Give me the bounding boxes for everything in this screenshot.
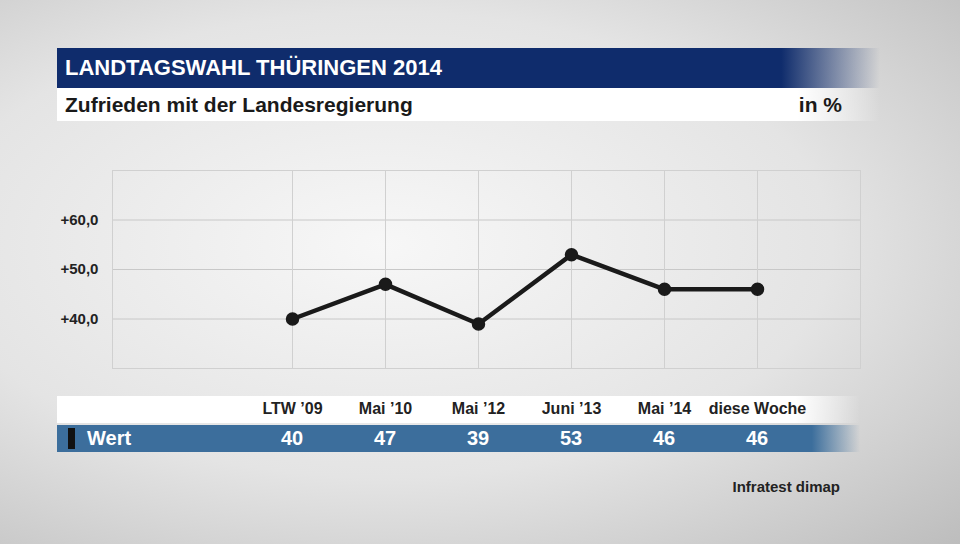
svg-text:Juni ’13: Juni ’13 [542,400,602,417]
html-text:Zufrieden mit der Landesregier: Zufrieden mit der Landesregierung [65,93,413,116]
html-text:in %: in % [798,93,842,116]
svg-text:+40,0: +40,0 [61,310,99,327]
svg-text:Mai ’14: Mai ’14 [638,400,691,417]
html-text:46: 46 [745,427,769,449]
html-text:Infratest dimap: Infratest dimap [732,478,840,495]
svg-text:Mai ’10: Mai ’10 [359,400,412,417]
svg-text:diese Woche: diese Woche [709,400,807,417]
html-text:47: 47 [373,427,397,449]
html-text:Wert: Wert [87,427,132,449]
svg-text:Mai ’12: Mai ’12 [452,400,505,417]
html-text:46: 46 [652,427,676,449]
html-text:53: 53 [559,427,583,449]
svg-text:LTW ’09: LTW ’09 [262,400,322,417]
html-text:40: 40 [280,427,304,449]
html-text:39: 39 [466,427,490,449]
html-text:LANDTAGSWAHL THÜRINGEN 2014: LANDTAGSWAHL THÜRINGEN 2014 [65,55,442,80]
svg-text:+60,0: +60,0 [61,211,99,228]
svg-text:+50,0: +50,0 [61,260,99,277]
